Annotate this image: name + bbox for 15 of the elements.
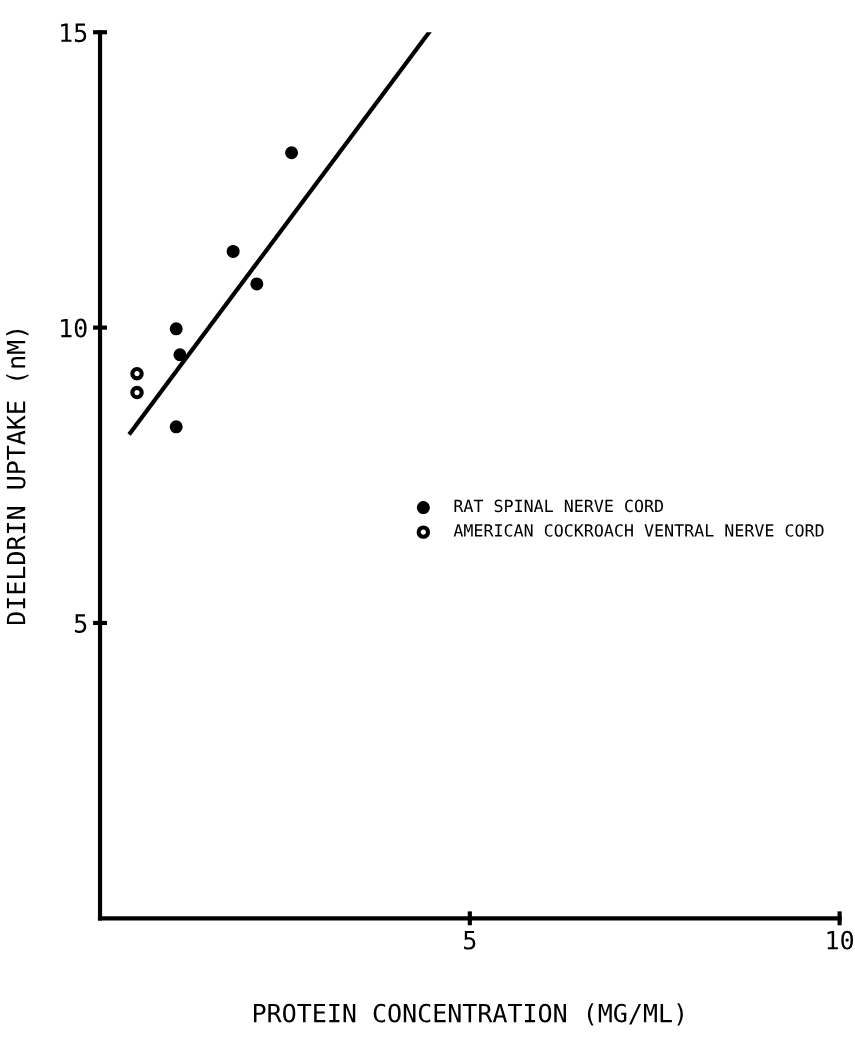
point xyxy=(250,277,264,291)
y-tick-label: 10 xyxy=(61,318,87,338)
y-axis-title: DIELDRIN UPTAKE (nM) xyxy=(6,329,29,625)
point xyxy=(173,348,187,362)
point xyxy=(169,322,183,336)
y-tick-label: 5 xyxy=(74,614,87,633)
point xyxy=(226,244,240,258)
legend-label: AMERICAN COCKROACH VENTRAL NERVE CORD xyxy=(453,524,824,537)
point xyxy=(285,146,299,160)
point xyxy=(169,420,183,434)
y-tick-label: 15 xyxy=(61,23,87,43)
point xyxy=(130,366,144,381)
point xyxy=(130,385,144,400)
legend-label: RAT SPINAL NERVE CORD xyxy=(454,499,664,513)
x-axis-title: PROTEIN CONCENTRATION (MG/ML) xyxy=(253,1003,683,1026)
